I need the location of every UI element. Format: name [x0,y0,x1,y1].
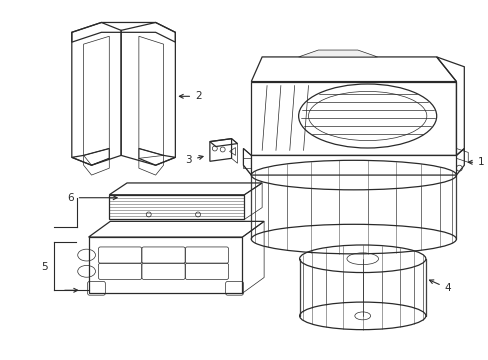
Polygon shape [298,50,377,57]
Text: 2: 2 [179,91,201,101]
Text: 3: 3 [185,155,203,165]
Text: 6: 6 [67,193,117,203]
Text: 1: 1 [468,157,484,167]
Text: 4: 4 [428,280,450,293]
Text: 5: 5 [41,262,47,272]
